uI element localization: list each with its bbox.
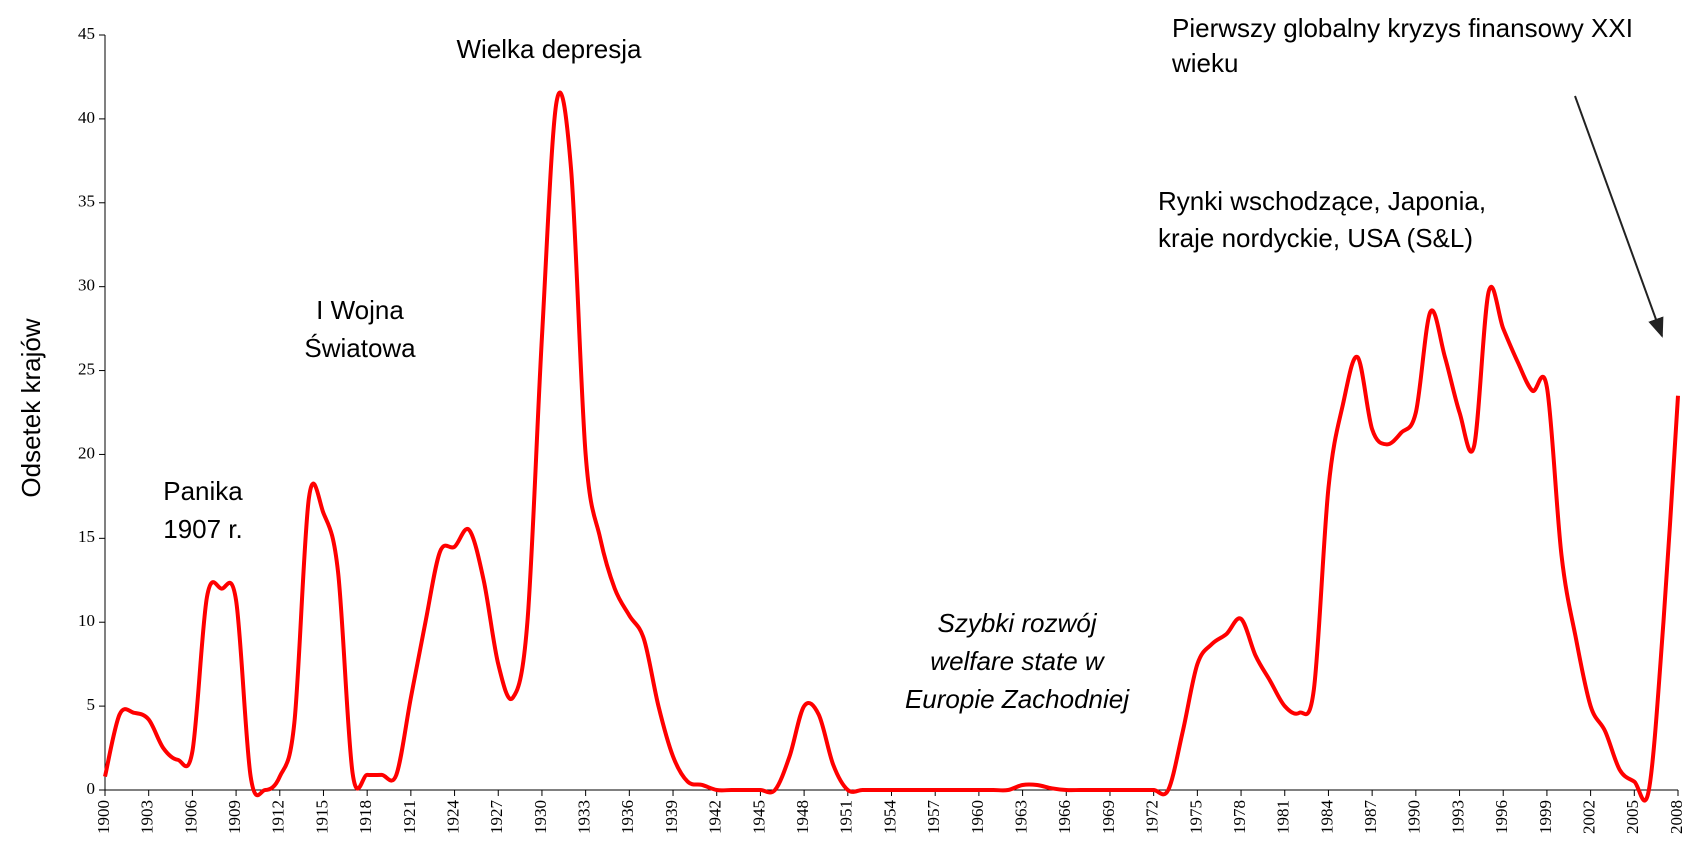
x-tick-label: 1963 — [1011, 800, 1030, 834]
x-tick-label: 1981 — [1274, 800, 1293, 834]
x-tick-label: 1990 — [1405, 800, 1424, 834]
x-tick-label: 1900 — [94, 800, 113, 834]
x-tick-label: 1927 — [487, 800, 506, 835]
y-tick-label: 35 — [78, 192, 95, 211]
x-tick-label: 1906 — [181, 800, 200, 834]
x-tick-label: 1939 — [662, 800, 681, 834]
x-tick-label: 1978 — [1230, 800, 1249, 834]
y-tick-label: 40 — [78, 108, 95, 127]
x-tick-label: 1957 — [924, 800, 943, 835]
x-tick-label: 1984 — [1317, 800, 1336, 835]
x-tick-label: 1945 — [749, 800, 768, 834]
x-tick-label: 2008 — [1667, 800, 1686, 834]
y-tick-label: 5 — [87, 695, 96, 714]
annotation: I Wojna — [316, 295, 404, 325]
y-tick-label: 0 — [87, 779, 96, 798]
annotation: Panika — [163, 476, 243, 506]
x-tick-label: 2002 — [1580, 800, 1599, 834]
y-tick-label: 10 — [78, 611, 95, 630]
x-tick-label: 1915 — [312, 800, 331, 834]
x-tick-label: 1936 — [618, 800, 637, 834]
x-tick-label: 2005 — [1623, 800, 1642, 834]
annotation: Wielka depresja — [457, 34, 643, 64]
x-tick-label: 1948 — [793, 800, 812, 834]
x-tick-label: 1921 — [400, 800, 419, 834]
x-tick-label: 1975 — [1186, 800, 1205, 834]
arrow — [1574, 95, 1664, 338]
annotation: Światowa — [304, 333, 416, 363]
x-tick-label: 1912 — [269, 800, 288, 834]
x-tick-label: 1960 — [968, 800, 987, 834]
annotation: kraje nordyckie, USA (S&L) — [1158, 223, 1473, 253]
y-axis-label: Odsetek krajów — [16, 318, 46, 497]
x-tick-label: 1966 — [1055, 800, 1074, 834]
x-tick-label: 1972 — [1143, 800, 1162, 834]
annotation: Pierwszy globalny kryzys finansowy XXI — [1172, 13, 1633, 43]
x-tick-label: 1933 — [575, 800, 594, 834]
x-tick-label: 1930 — [531, 800, 550, 834]
y-tick-label: 30 — [78, 276, 95, 295]
x-tick-label: 1987 — [1361, 800, 1380, 835]
x-tick-label: 1999 — [1536, 800, 1555, 834]
y-tick-label: 20 — [78, 443, 95, 462]
x-tick-label: 1951 — [837, 800, 856, 834]
y-tick-label: 25 — [78, 359, 95, 378]
annotation: Europie Zachodniej — [905, 684, 1130, 714]
annotation: welfare state w — [930, 646, 1106, 676]
x-tick-label: 1954 — [880, 800, 899, 835]
annotation: 1907 r. — [163, 514, 243, 544]
x-tick-label: 1918 — [356, 800, 375, 834]
annotation: wieku — [1171, 48, 1238, 78]
x-tick-label: 1924 — [443, 800, 462, 835]
x-tick-label: 1996 — [1492, 800, 1511, 834]
x-tick-label: 1969 — [1099, 800, 1118, 834]
x-tick-label: 1993 — [1448, 800, 1467, 834]
y-tick-label: 45 — [78, 24, 95, 43]
x-tick-label: 1909 — [225, 800, 244, 834]
x-tick-label: 1942 — [706, 800, 725, 834]
line — [103, 90, 1680, 803]
x-tick-label: 1903 — [138, 800, 157, 834]
annotation: Rynki wschodzące, Japonia, — [1158, 186, 1486, 216]
annotation: Szybki rozwój — [938, 608, 1098, 638]
y-tick-label: 15 — [78, 527, 95, 546]
